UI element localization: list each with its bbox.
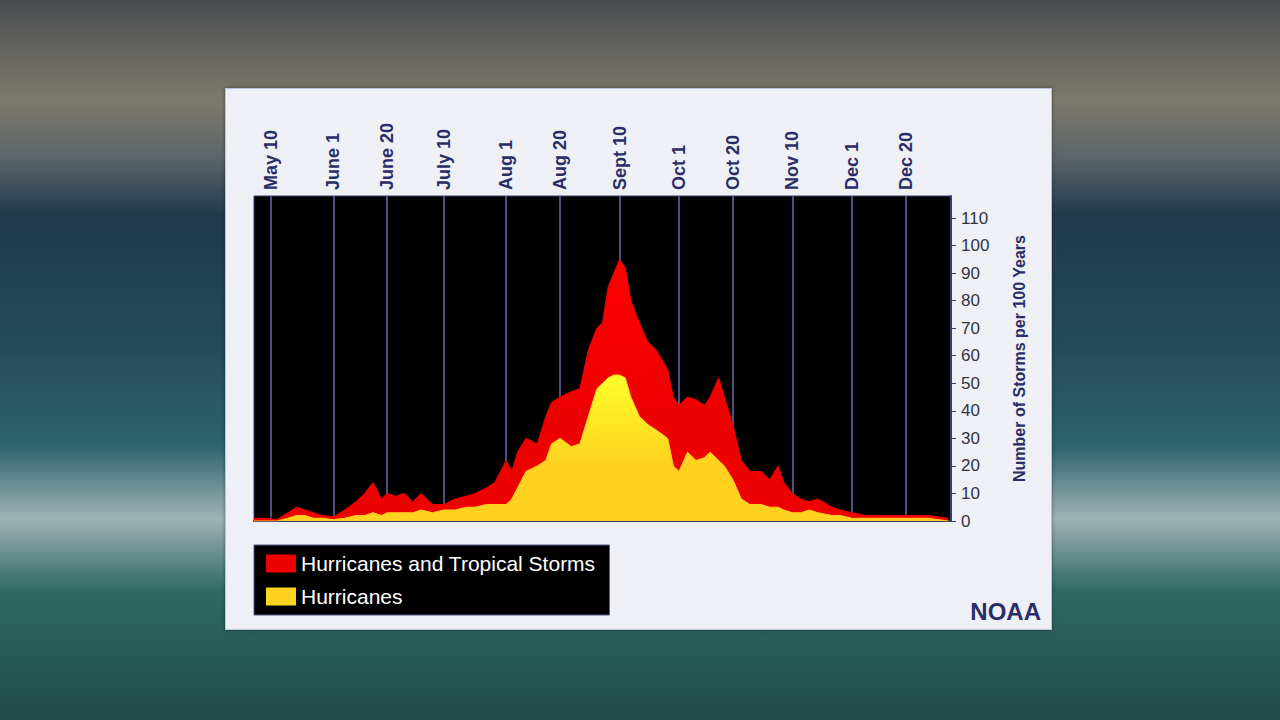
svg-text:20: 20: [961, 456, 980, 475]
svg-text:Hurricanes: Hurricanes: [301, 585, 403, 608]
svg-text:Sept 10: Sept 10: [610, 126, 630, 190]
svg-text:Dec 1: Dec 1: [842, 142, 862, 190]
svg-text:100: 100: [961, 236, 989, 255]
svg-text:90: 90: [961, 264, 980, 283]
svg-text:10: 10: [961, 484, 980, 503]
svg-text:50: 50: [961, 374, 980, 393]
svg-text:40: 40: [961, 401, 980, 420]
svg-text:Oct 20: Oct 20: [723, 135, 743, 190]
svg-text:Nov 10: Nov 10: [782, 131, 802, 190]
svg-text:May 10: May 10: [261, 130, 281, 190]
svg-text:70: 70: [961, 319, 980, 338]
svg-text:30: 30: [961, 429, 980, 448]
svg-text:110: 110: [961, 209, 988, 228]
svg-text:0: 0: [961, 512, 970, 531]
svg-text:June 20: June 20: [377, 123, 397, 190]
svg-text:NOAA: NOAA: [970, 598, 1041, 625]
svg-text:Aug 1: Aug 1: [496, 140, 516, 190]
svg-text:June 1: June 1: [323, 133, 343, 190]
svg-text:Hurricanes and Tropical Storms: Hurricanes and Tropical Storms: [301, 552, 595, 575]
svg-text:60: 60: [961, 346, 980, 365]
svg-text:Aug 20: Aug 20: [550, 130, 570, 190]
svg-text:80: 80: [961, 291, 980, 310]
svg-text:Dec 20: Dec 20: [896, 132, 916, 190]
svg-text:July 10: July 10: [434, 129, 454, 190]
svg-text:Oct 1: Oct 1: [669, 145, 689, 190]
svg-text:Number of Storms per 100 Years: Number of Storms per 100 Years: [1011, 235, 1028, 482]
